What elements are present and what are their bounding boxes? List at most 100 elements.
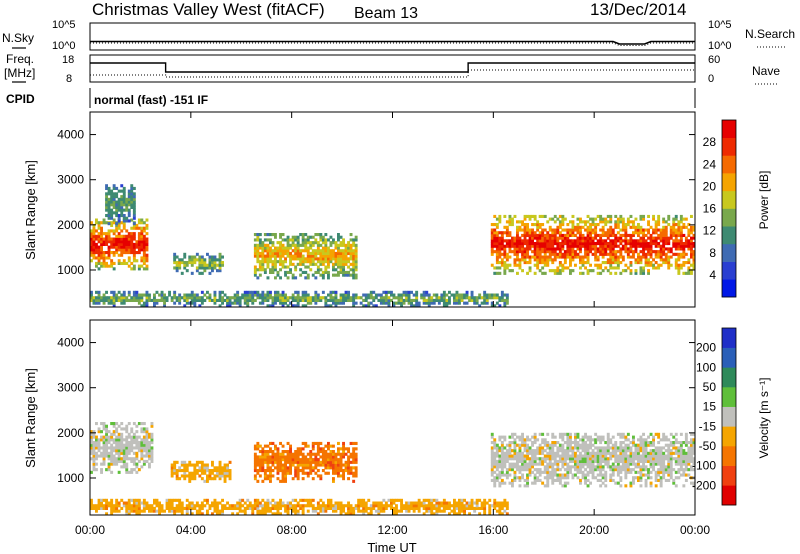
echo-cell (115, 248, 119, 252)
echo-cell (614, 214, 618, 218)
echo-cell (122, 465, 126, 469)
echo-cell (276, 471, 280, 475)
echo-cell (296, 463, 300, 467)
echo-cell (498, 220, 502, 224)
echo-cell (616, 263, 620, 267)
echo-cell (213, 301, 217, 305)
echo-cell (609, 478, 613, 482)
echo-cell (551, 470, 555, 474)
echo-cell (115, 430, 119, 434)
echo-cell (574, 443, 577, 447)
echo-cell (301, 238, 305, 242)
echo-cell (279, 276, 282, 280)
echo-cell (654, 252, 658, 256)
echo-cell (90, 501, 93, 505)
echo-cell (463, 293, 466, 297)
echo-cell (269, 251, 272, 255)
echo-cell (263, 504, 267, 508)
echo-cell (314, 296, 318, 300)
echo-cell (543, 468, 547, 472)
echo-cell (95, 441, 98, 445)
echo-cell (100, 451, 103, 455)
echo-cell (132, 432, 136, 436)
echo-cell (667, 266, 671, 270)
echo-cell (664, 233, 668, 237)
echo-cell (339, 254, 343, 258)
echo-cell (362, 298, 366, 302)
echo-cell (649, 244, 653, 248)
echo-cell (677, 220, 681, 224)
echo-cell (581, 263, 585, 267)
echo-cell (563, 473, 567, 477)
echo-cell (634, 250, 638, 254)
echo-cell (604, 266, 608, 270)
echo-cell (626, 217, 630, 221)
echo-cell (354, 447, 358, 451)
echo-cell (518, 478, 522, 482)
echo-cell (541, 223, 545, 227)
echo-cell (558, 473, 562, 477)
echo-cell (102, 438, 106, 442)
echo-cell (654, 255, 658, 259)
echo-cell (334, 455, 338, 459)
echo-cell (619, 261, 623, 265)
echo-cell (511, 432, 514, 436)
echo-cell (352, 455, 356, 459)
echo-cell (95, 248, 98, 252)
echo-cell (500, 435, 504, 439)
echo-cell (324, 460, 328, 464)
echo-cell (286, 241, 290, 245)
echo-cell (511, 244, 514, 248)
echo-cell (258, 268, 262, 272)
echo-cell (105, 240, 108, 244)
echo-cell (334, 501, 338, 505)
echo-cell (644, 484, 648, 488)
echo-cell (150, 441, 154, 445)
echo-cell (203, 479, 207, 483)
echo-cell (306, 471, 310, 475)
echo-cell (662, 435, 666, 439)
echo-cell (95, 506, 98, 510)
echo-cell (558, 263, 562, 267)
echo-cell (657, 457, 661, 461)
echo-cell (576, 236, 580, 240)
echo-cell (100, 261, 103, 265)
echo-cell (246, 304, 250, 308)
echo-cell (95, 242, 98, 246)
echo-cell (102, 221, 106, 225)
echo-cell (206, 296, 209, 300)
echo-cell (130, 240, 134, 244)
echo-cell (596, 468, 600, 472)
echo-cell (311, 254, 315, 258)
echo-cell (624, 236, 628, 240)
echo-cell (92, 468, 96, 472)
echo-cell (130, 457, 134, 461)
echo-cell (558, 220, 562, 224)
echo-cell (127, 211, 131, 215)
echo-cell (538, 252, 542, 256)
echo-cell (327, 262, 330, 266)
echo-cell (339, 501, 343, 505)
echo-cell (503, 298, 507, 302)
echo-cell (150, 509, 154, 513)
echo-cell (516, 457, 519, 461)
echo-cell (387, 296, 391, 300)
echo-cell (95, 234, 98, 238)
echo-cell (682, 263, 686, 267)
echo-cell (359, 301, 363, 305)
echo-cell (107, 192, 111, 196)
echo-cell (142, 256, 146, 260)
echo-cell (221, 474, 224, 478)
echo-cell (581, 242, 585, 246)
echo-cell (639, 476, 643, 480)
echo-cell (304, 233, 308, 237)
echo-cell (551, 244, 555, 248)
echo-cell (324, 298, 328, 302)
echo-cell (624, 451, 628, 455)
echo-cell (533, 231, 537, 235)
echo-cell (690, 446, 693, 450)
echo-cell (347, 501, 350, 505)
echo-cell (236, 293, 240, 297)
echo-cell (304, 466, 308, 470)
echo-cell (309, 466, 313, 470)
